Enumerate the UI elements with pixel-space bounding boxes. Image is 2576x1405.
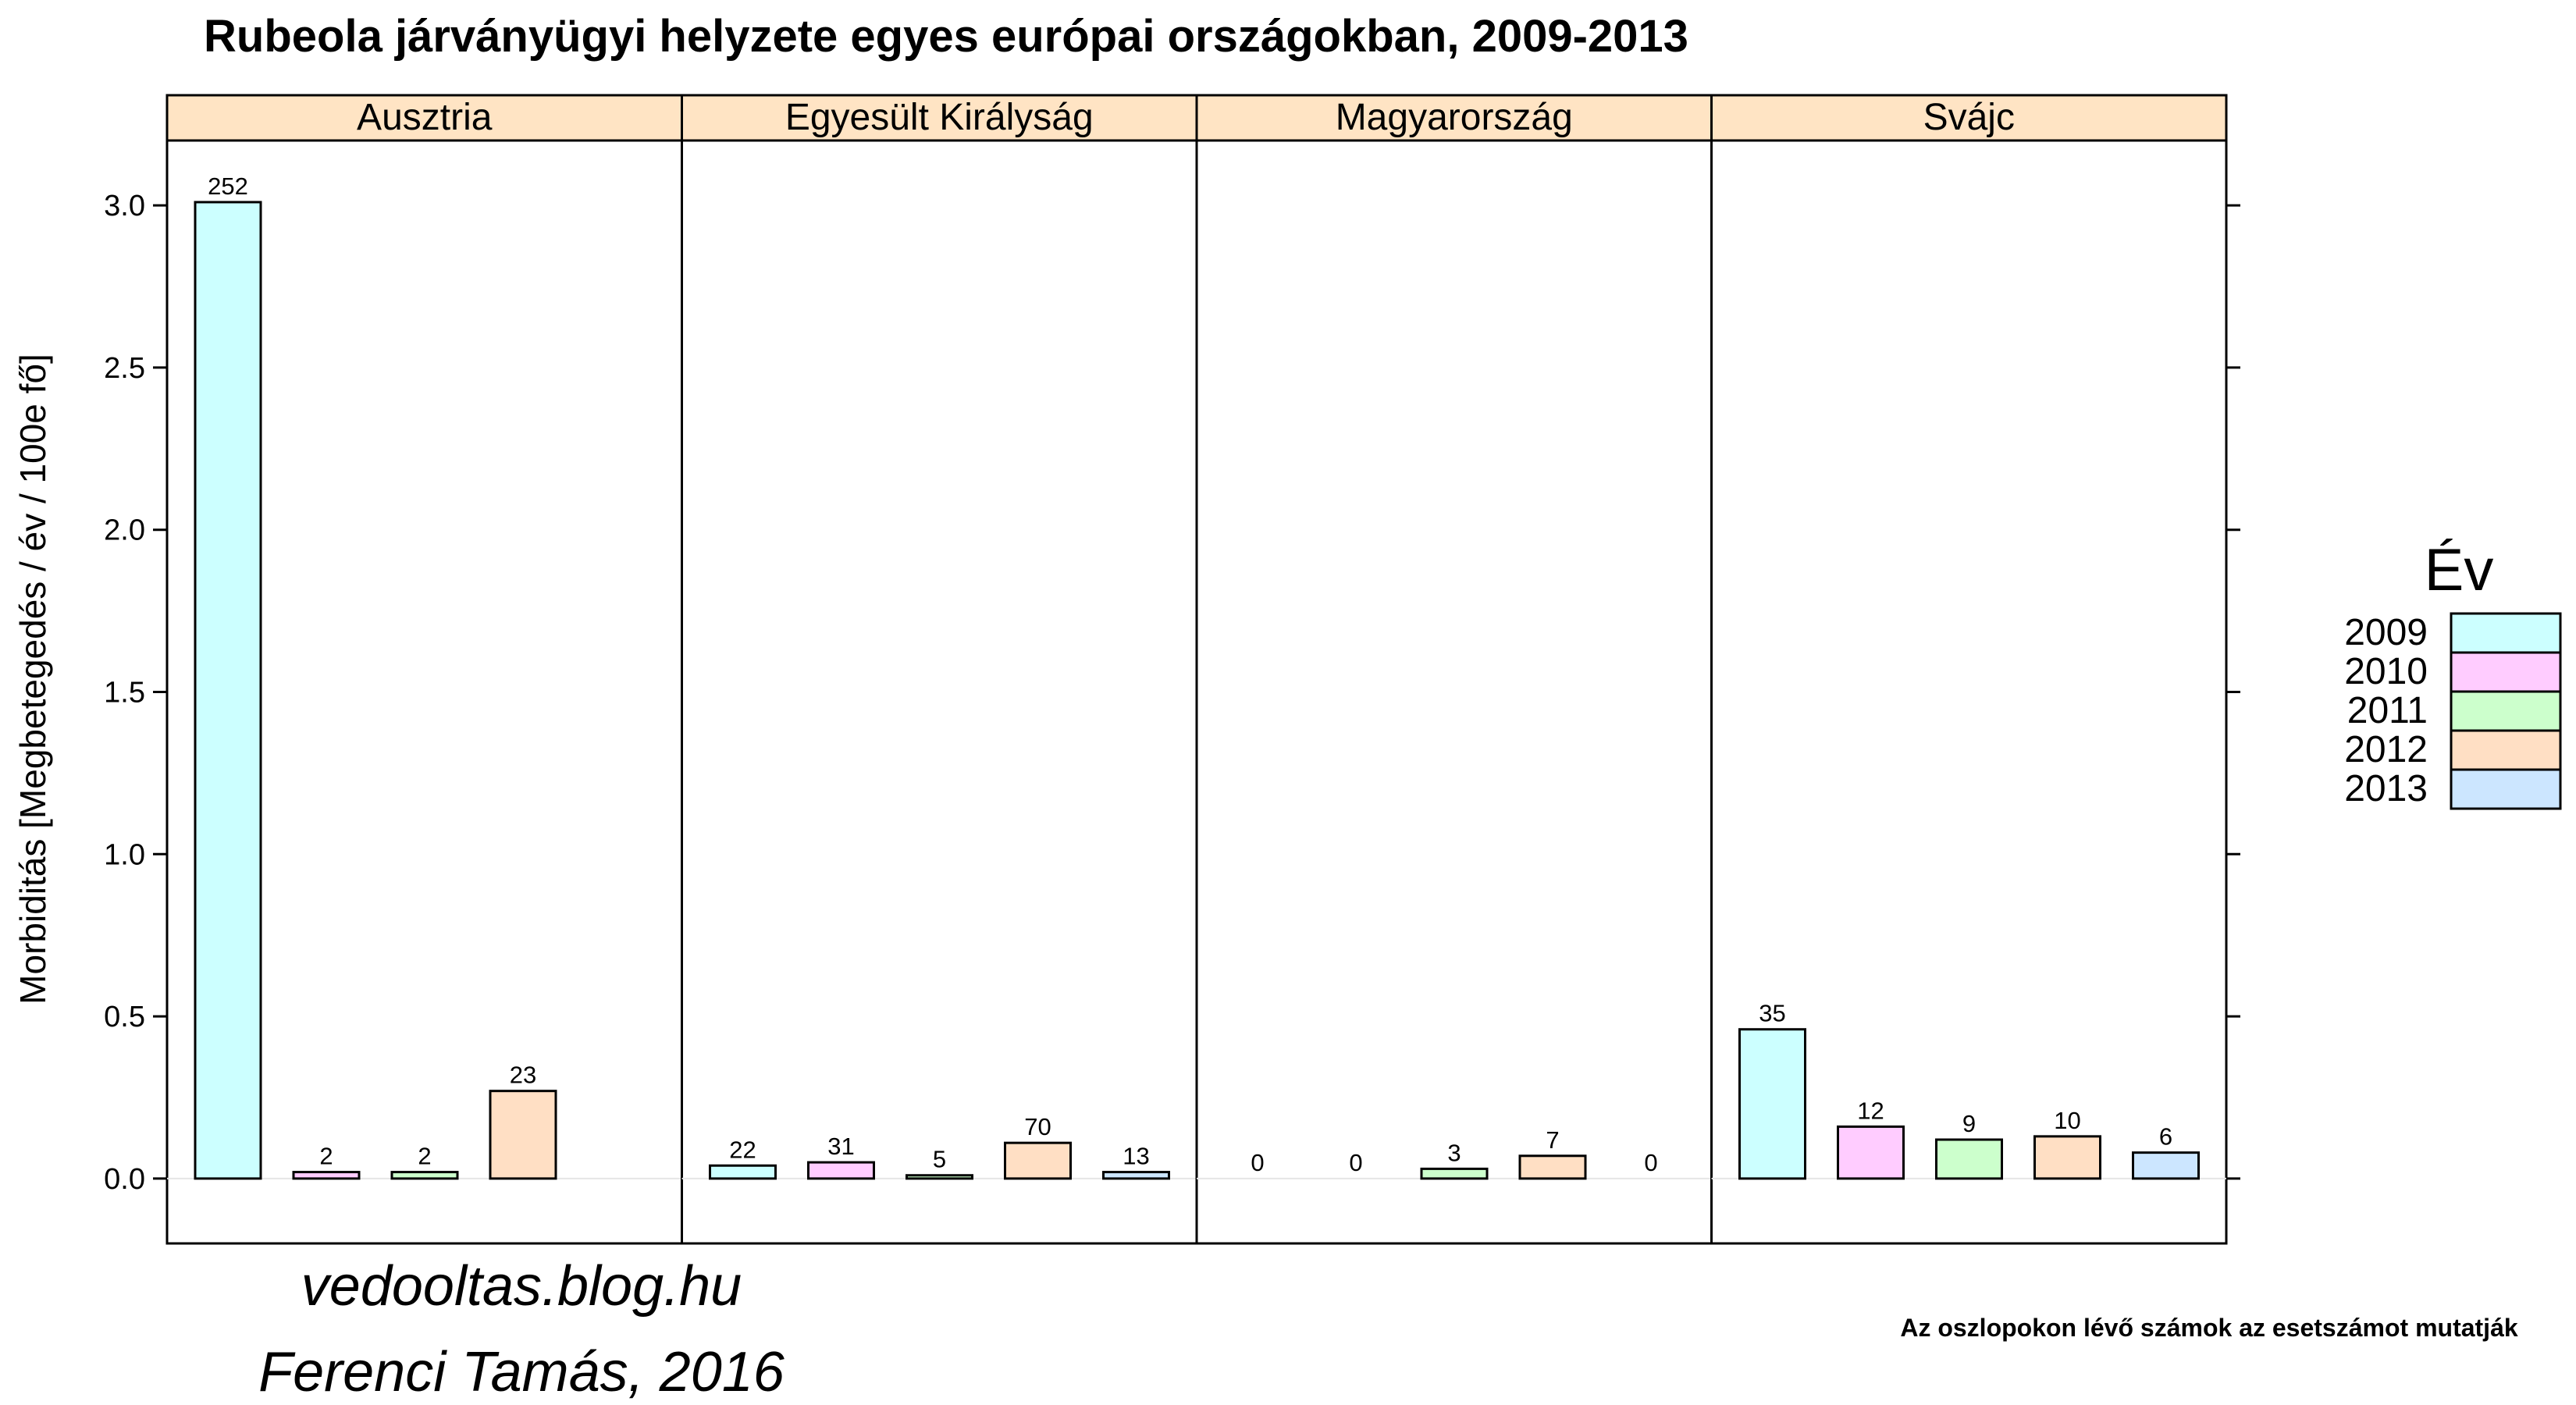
- data-label-magyarorszag-2010: 0: [1349, 1149, 1362, 1176]
- bar-egyesult-kiralysag-2011: [906, 1174, 973, 1180]
- strip-label-ausztria: Ausztria: [357, 97, 493, 138]
- strip-label-egyesult-kiralysag: Egyesült Királyság: [785, 97, 1094, 138]
- legend-label-2013: 2013: [2344, 768, 2428, 809]
- panel-svajc: Svájc 35 12 9 10 6: [1710, 94, 2228, 1245]
- data-label-svajc-2012: 10: [2054, 1107, 2080, 1134]
- y-axis: 0.0 0.5 1.0 1.5 2.0 2.5 3.0: [104, 190, 2240, 1196]
- data-label-svajc-2013: 6: [2159, 1123, 2172, 1151]
- legend-label-2010: 2010: [2344, 651, 2428, 692]
- strip-label-svajc: Svájc: [1923, 97, 2015, 138]
- bar-svajc-2009: [1738, 1028, 1806, 1180]
- bar-svajc-2011: [1935, 1138, 2003, 1180]
- panel-magyarorszag: Magyarország 0 0 3 7 0: [1195, 94, 1713, 1245]
- data-label-svajc-2011: 9: [1962, 1110, 1976, 1137]
- credit-author: Ferenci Tamás, 2016: [258, 1341, 785, 1403]
- data-label-magyarorszag-2011: 3: [1447, 1139, 1461, 1166]
- bar-svajc-2012: [2033, 1135, 2101, 1180]
- chart-title: Rubeola járványügyi helyzete egyes európ…: [204, 11, 1688, 62]
- bar-egyesult-kiralysag-2012: [1004, 1141, 1072, 1180]
- panel-frame-egyesult-kiralysag: [681, 139, 1198, 1245]
- legend-swatch-2012: [2450, 729, 2562, 771]
- strip-label-magyarorszag: Magyarország: [1336, 97, 1573, 138]
- data-label-ausztria-2009: 252: [208, 173, 248, 200]
- legend-label-2012: 2012: [2344, 729, 2428, 770]
- data-label-svajc-2010: 12: [1857, 1097, 1884, 1124]
- bar-ausztria-2010: [292, 1171, 361, 1180]
- bar-egyesult-kiralysag-2009: [709, 1164, 777, 1180]
- panel-ausztria: Ausztria 252 2 2 23: [165, 94, 683, 1245]
- data-label-magyarorszag-2013: 0: [1644, 1149, 1657, 1176]
- footnote: Az oszlopokon lévő számok az esetszámot …: [1900, 1314, 2518, 1342]
- data-label-ausztria-2010: 2: [319, 1143, 333, 1170]
- data-label-ausztria-2012: 23: [510, 1062, 536, 1089]
- legend-label-2011: 2011: [2347, 690, 2428, 731]
- bar-svajc-2010: [1837, 1125, 1905, 1180]
- y-tick-label: 2.5: [104, 352, 145, 385]
- y-tick-label: 1.0: [104, 838, 145, 871]
- legend-swatch-2011: [2450, 690, 2562, 732]
- data-label-egyesult-kiralysag-2011: 5: [933, 1146, 946, 1173]
- data-label-magyarorszag-2009: 0: [1251, 1149, 1264, 1176]
- panel-egyesult-kiralysag: Egyesült Királyság 22 31 5 70 13: [681, 94, 1198, 1245]
- y-axis-label: Morbiditás [Megbetegedés / év / 100e fő]: [12, 354, 53, 1005]
- y-tick-label: 2.0: [104, 514, 145, 547]
- bar-ausztria-2012: [489, 1090, 557, 1180]
- legend-swatch-2009: [2450, 612, 2562, 654]
- legend-swatch-2010: [2450, 651, 2562, 693]
- bar-magyarorszag-2012: [1518, 1154, 1587, 1180]
- y-tick-label: 1.5: [104, 677, 145, 710]
- legend-swatch-2013: [2450, 768, 2562, 810]
- data-label-egyesult-kiralysag-2013: 13: [1123, 1143, 1149, 1170]
- legend-title: Év: [2425, 537, 2494, 603]
- credit-blog: vedooltas.blog.hu: [301, 1255, 742, 1318]
- strip-ausztria: [165, 94, 683, 142]
- y-tick-label: 3.0: [104, 190, 145, 222]
- data-label-egyesult-kiralysag-2012: 70: [1024, 1113, 1051, 1140]
- data-label-egyesult-kiralysag-2010: 31: [827, 1133, 854, 1160]
- panel-frame-magyarorszag: [1195, 139, 1713, 1245]
- y-tick-label: 0.0: [104, 1163, 145, 1196]
- bar-magyarorszag-2011: [1420, 1167, 1489, 1180]
- strip-magyarorszag: [1195, 94, 1713, 142]
- data-label-magyarorszag-2012: 7: [1546, 1126, 1559, 1154]
- bar-egyesult-kiralysag-2013: [1102, 1171, 1170, 1180]
- data-label-egyesult-kiralysag-2009: 22: [729, 1136, 756, 1163]
- bar-egyesult-kiralysag-2010: [807, 1161, 875, 1180]
- data-label-ausztria-2011: 2: [418, 1143, 431, 1170]
- data-label-svajc-2009: 35: [1759, 1000, 1785, 1027]
- bar-ausztria-2011: [390, 1171, 459, 1180]
- legend-label-2009: 2009: [2344, 612, 2428, 653]
- bar-svajc-2013: [2132, 1151, 2200, 1180]
- bar-ausztria-2009: [194, 201, 262, 1180]
- y-tick-label: 0.5: [104, 1001, 145, 1033]
